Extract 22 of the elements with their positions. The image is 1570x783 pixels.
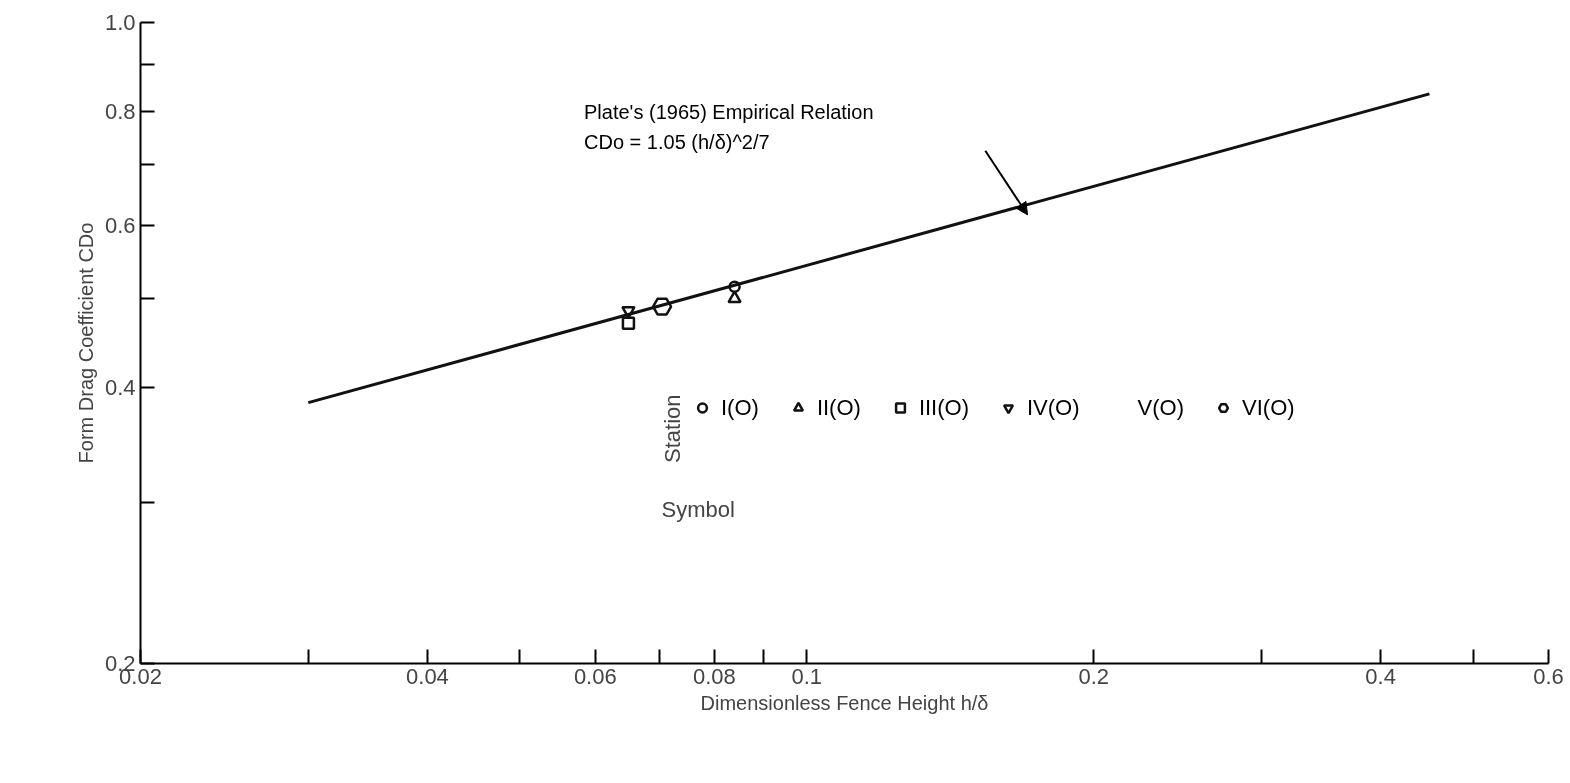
x-tick-label: 0.04 — [406, 663, 449, 689]
legend-label: V(O) — [1137, 394, 1185, 421]
x-axis-title: Dimensionless Fence Height h/δ — [700, 691, 989, 714]
annotation: Plate's (1965) Empirical Relation CDo = 1.05 (h/δ)^2/7 — [584, 101, 874, 154]
annotation: Symbol — [661, 497, 735, 523]
legend-label: IV(O) — [1027, 394, 1080, 421]
legend-label: I(O) — [721, 394, 759, 421]
y-axis-title: Form Drag Coefficient CDo — [74, 222, 97, 464]
x-tick-label: 0.06 — [573, 663, 617, 689]
x-tick-label: 0.2 — [1078, 663, 1110, 689]
x-tick-label: 0.4 — [1365, 663, 1396, 689]
y-tick-label: 0.6 — [104, 213, 136, 239]
legend-label: III(O) — [918, 394, 969, 421]
y-tick-label: 0.4 — [104, 374, 136, 400]
y-tick-label: 0.8 — [104, 98, 136, 124]
x-tick-label: 0.6 — [1533, 663, 1564, 689]
y-tick-label: 1.0 — [104, 10, 136, 35]
x-tick-label: 0.1 — [791, 663, 823, 689]
legend-label: II(O) — [816, 394, 861, 421]
x-tick-label: 0.08 — [692, 663, 736, 689]
legend-label: VI(O) — [1242, 394, 1295, 421]
legend-title: Station — [660, 394, 686, 463]
